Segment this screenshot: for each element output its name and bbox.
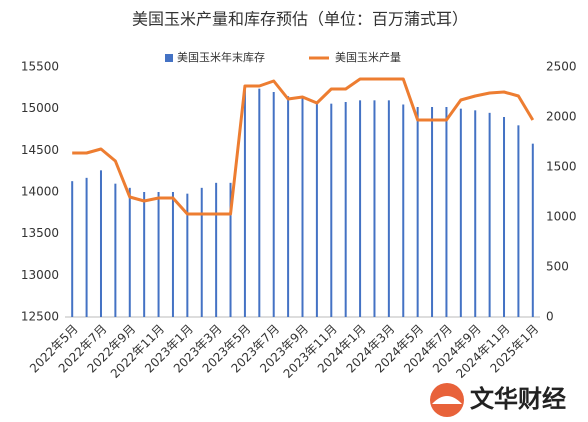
bar (114, 183, 117, 317)
bar (301, 96, 304, 318)
watermark: 文华财经 (470, 385, 566, 413)
y-tick-label: 13000 (21, 268, 59, 282)
bar (344, 102, 347, 317)
y2-tick-label: 2500 (546, 60, 577, 74)
y-tick-label: 14500 (21, 143, 59, 157)
y-tick-label: 15500 (21, 60, 59, 74)
y2-tick-label: 1000 (546, 210, 577, 224)
bar (71, 181, 74, 317)
bar (330, 103, 333, 318)
y2-tick-label: 500 (546, 260, 569, 274)
bar (186, 193, 189, 317)
bar (359, 100, 362, 317)
bar (387, 100, 390, 317)
bar (85, 177, 88, 317)
legend-label: 美国玉米产量 (335, 50, 401, 64)
chart-title: 美国玉米产量和库存预估（单位：百万蒲式耳） (132, 10, 468, 29)
bar (128, 187, 131, 317)
bar (157, 192, 160, 317)
bar (243, 87, 246, 317)
bar (200, 187, 203, 317)
legend-label: 美国玉米年末库存 (177, 50, 265, 64)
y-tick-label: 14000 (21, 185, 59, 199)
bar (315, 102, 318, 317)
y2-tick-label: 1500 (546, 160, 577, 174)
bar (99, 170, 102, 317)
y2-tick-label: 2000 (546, 110, 577, 124)
bar (215, 182, 218, 317)
watermark-logo (430, 383, 464, 417)
line (72, 77, 535, 216)
bar (402, 104, 405, 317)
bar (373, 100, 376, 317)
bar (272, 92, 275, 317)
bar (474, 110, 477, 317)
bar (488, 112, 491, 317)
bar (431, 107, 434, 317)
bar (445, 107, 448, 317)
bar (531, 143, 534, 317)
bar (171, 192, 174, 317)
bar (503, 117, 506, 317)
bar (258, 88, 261, 318)
bar (416, 107, 419, 317)
legend-swatch (165, 54, 173, 62)
y-tick-label: 13500 (21, 226, 59, 240)
bar (287, 96, 290, 318)
bar (143, 192, 146, 317)
bar (229, 182, 232, 317)
y-tick-label: 15000 (21, 101, 59, 115)
bar (459, 108, 462, 318)
y-tick-label: 12500 (21, 310, 59, 324)
y2-tick-label: 0 (546, 310, 554, 324)
bar (517, 125, 520, 317)
